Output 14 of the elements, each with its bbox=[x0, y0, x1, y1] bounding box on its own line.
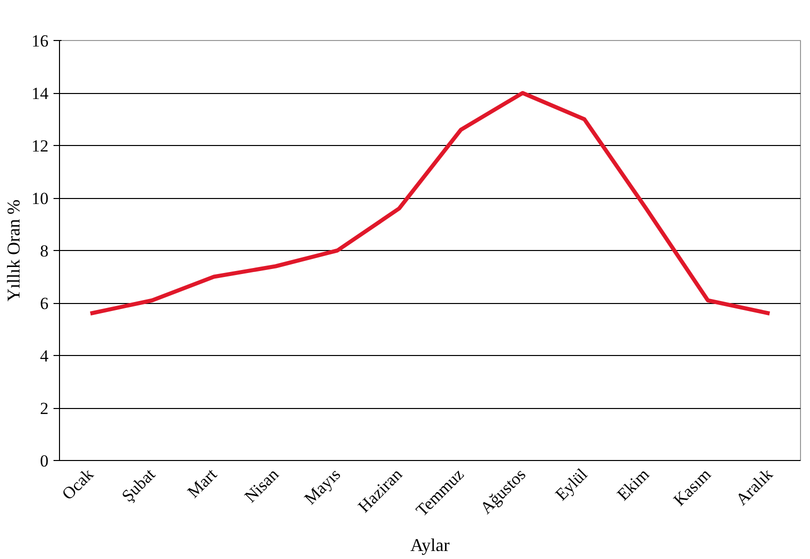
x-tick-label: Ocak bbox=[58, 464, 98, 504]
y-tick-label: 12 bbox=[32, 136, 48, 156]
y-tick-label: 8 bbox=[40, 242, 48, 260]
y-tick-label: 16 bbox=[32, 32, 48, 50]
line-series bbox=[88, 91, 772, 316]
y-tick-label: 14 bbox=[32, 84, 49, 103]
x-tick-label: Mart bbox=[184, 464, 221, 502]
y-tick-label: 10 bbox=[32, 189, 48, 208]
y-tick-label: 6 bbox=[40, 294, 48, 313]
x-axis-title: Aylar bbox=[410, 534, 450, 555]
y-axis-title: Yıllık Oran % bbox=[4, 200, 24, 302]
y-tick-label: 2 bbox=[40, 399, 48, 418]
y-tick-label: 0 bbox=[40, 452, 48, 470]
y-tick-label: 4 bbox=[40, 346, 49, 366]
